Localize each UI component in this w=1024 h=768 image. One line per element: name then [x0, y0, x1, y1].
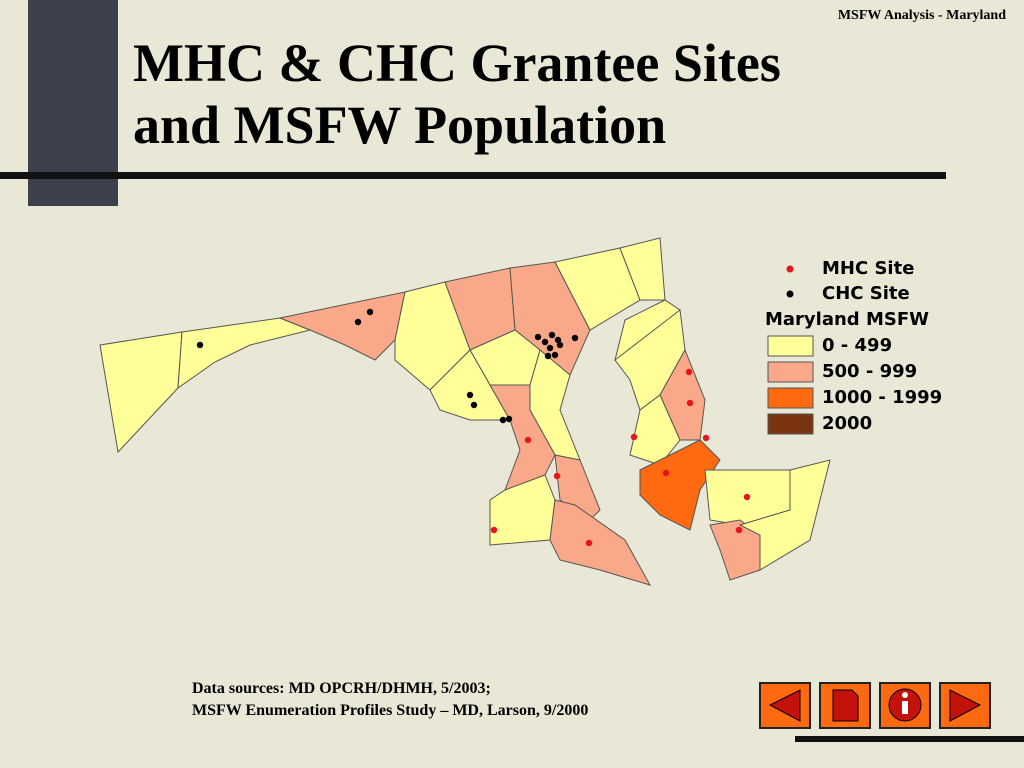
title-line: MHC & CHC Grantee Sites	[133, 33, 781, 93]
legend-label: 2000	[822, 413, 872, 434]
map	[99, 237, 831, 586]
site-dot	[524, 436, 532, 444]
county	[639, 439, 721, 531]
site-dot	[466, 391, 474, 399]
legend-dot	[786, 265, 794, 273]
site-dot	[662, 469, 670, 477]
legend-title: Maryland MSFW	[765, 309, 929, 330]
site-dots	[196, 308, 751, 547]
legend-swatch	[767, 413, 814, 435]
site-dot	[548, 331, 556, 339]
next-button[interactable]	[939, 682, 991, 729]
site-dot	[551, 351, 559, 359]
title: MHC & CHC Grantee Sites and MSFW Populat…	[133, 32, 781, 156]
legend-label: 500 - 999	[822, 361, 917, 382]
site-dot	[546, 344, 554, 352]
back-button[interactable]	[759, 682, 811, 729]
footer-rule	[795, 736, 1024, 742]
site-dot	[505, 415, 513, 423]
legend-swatch	[767, 361, 814, 383]
nav-buttons	[759, 682, 991, 729]
site-dot	[196, 341, 204, 349]
site-dot	[630, 433, 638, 441]
county	[99, 331, 183, 454]
home-button[interactable]	[819, 682, 871, 729]
site-dot	[702, 434, 710, 442]
county	[177, 317, 312, 390]
site-dot	[541, 338, 549, 346]
legend-label: CHC Site	[822, 283, 910, 304]
sources: Data sources: MD OPCRH/DHMH, 5/2003; MSF…	[192, 678, 588, 722]
source-line: MSFW Enumeration Profiles Study – MD, La…	[192, 702, 589, 719]
header-label: MSFW Analysis - Maryland	[837, 8, 1006, 23]
title-line: and MSFW Population	[133, 95, 667, 155]
county	[659, 348, 706, 441]
site-dot	[556, 341, 564, 349]
county	[738, 459, 831, 571]
legend-label: 0 - 499	[822, 335, 892, 356]
site-dot	[735, 526, 743, 534]
site-dot	[554, 336, 562, 344]
site-dot	[686, 399, 694, 407]
site-dot	[366, 308, 374, 316]
site-dot	[499, 416, 507, 424]
site-dot	[585, 539, 593, 547]
site-dot	[571, 334, 579, 342]
site-dot	[553, 472, 561, 480]
corner-block	[28, 0, 118, 206]
site-dot	[534, 333, 542, 341]
legend-label: 1000 - 1999	[822, 387, 942, 408]
legend-dot	[786, 290, 794, 298]
site-dot	[354, 318, 362, 326]
legend-swatch	[767, 387, 814, 409]
info-button[interactable]	[879, 682, 931, 729]
county	[278, 291, 406, 361]
site-dot	[490, 526, 498, 534]
site-dot	[685, 368, 693, 376]
legend-label: MHC Site	[822, 258, 914, 279]
site-dot	[470, 401, 478, 409]
source-line: Data sources: MD OPCRH/DHMH, 5/2003;	[192, 680, 491, 697]
site-dot	[544, 352, 552, 360]
county	[549, 499, 652, 586]
legend-swatch	[767, 335, 814, 357]
county	[629, 394, 681, 466]
county	[489, 474, 556, 546]
site-dot	[743, 493, 751, 501]
title-rule	[0, 172, 946, 179]
legend: MHC Site CHC Site Maryland MSFW 0 - 499 500 …	[765, 258, 942, 435]
